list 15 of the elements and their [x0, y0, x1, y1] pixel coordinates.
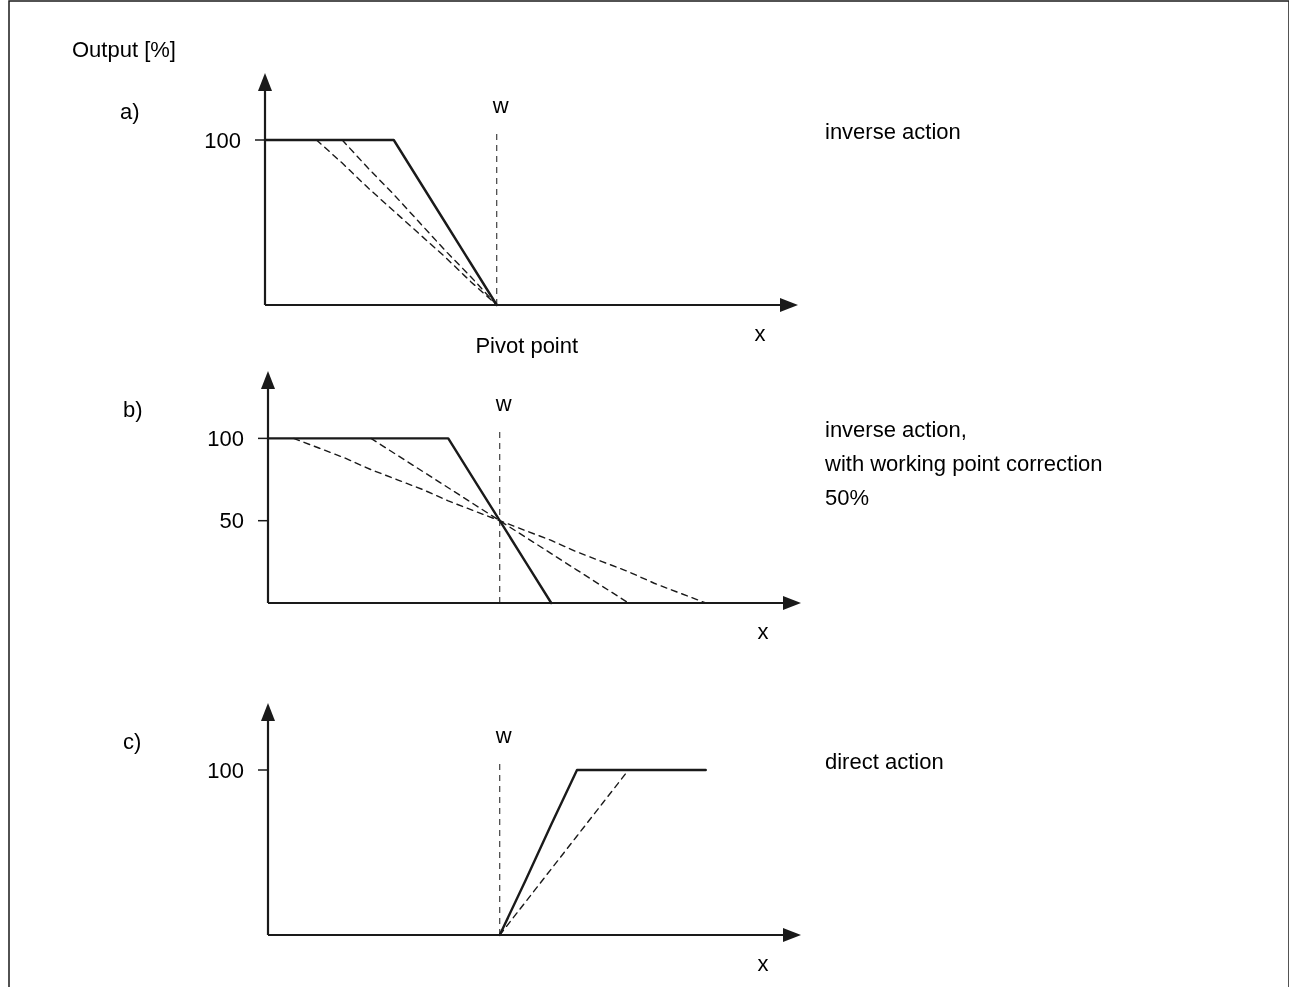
- y-tick-label: 50: [219, 508, 244, 534]
- annotation: w: [494, 391, 512, 416]
- text: Pivot point: [475, 333, 579, 358]
- text: inverse action: [825, 119, 961, 144]
- x-axis-title: x: [754, 321, 766, 346]
- text: inverse action, with working point correction 50%: [824, 417, 1103, 510]
- y-axis-title: Output [%]: [72, 37, 176, 62]
- text: w: [494, 723, 512, 748]
- chart-title: b): [123, 397, 143, 422]
- chart-title: c): [123, 729, 142, 754]
- text: w: [491, 93, 509, 118]
- x-axis-title: x: [757, 951, 769, 976]
- text: direct action: [825, 749, 944, 774]
- chart-title: a): [120, 99, 140, 124]
- x-axis-title: x: [757, 619, 769, 644]
